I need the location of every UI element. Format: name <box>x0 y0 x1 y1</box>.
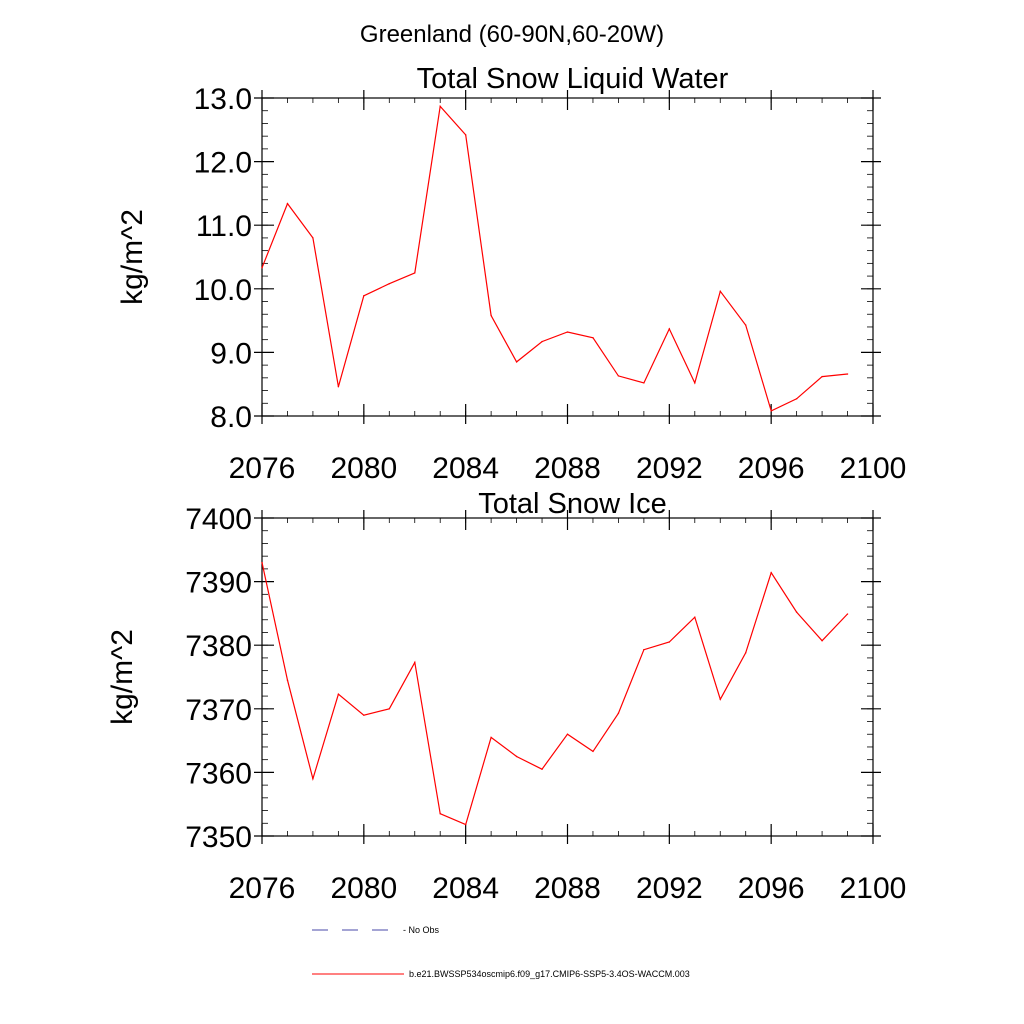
y-tick-label: 9.0 <box>210 337 252 370</box>
data-point <box>541 340 543 343</box>
x-tick-label: 2088 <box>534 452 601 485</box>
data-point <box>464 134 467 136</box>
data-point <box>795 611 798 613</box>
x-tick-label: 2080 <box>330 452 397 485</box>
y-tick-label: 11.0 <box>196 210 252 243</box>
data-point <box>745 652 747 654</box>
series-line-1 <box>261 562 848 826</box>
panel-title: Total Snow Liquid Water <box>417 63 729 95</box>
y-axis-label: kg/m^2 <box>106 629 139 725</box>
y-tick-label: 8.0 <box>210 401 252 434</box>
data-point <box>490 314 492 317</box>
data-point <box>770 410 772 412</box>
y-tick-label: 7400 <box>185 503 252 536</box>
data-point <box>414 661 416 664</box>
data-point <box>592 337 594 339</box>
panel-title: Total Snow Ice <box>478 488 667 520</box>
data-point <box>617 375 620 377</box>
x-tick-label: 2096 <box>738 872 805 905</box>
y-tick-label: 12.0 <box>194 147 252 180</box>
x-tick-label: 2076 <box>229 452 296 485</box>
x-tick-label: 2080 <box>330 872 397 905</box>
data-point <box>846 613 849 615</box>
x-tick-label: 2088 <box>534 872 601 905</box>
data-point <box>388 283 390 285</box>
data-point <box>821 640 823 642</box>
legend-item-1: - No Obs <box>312 925 440 935</box>
y-axis-label: kg/m^2 <box>116 209 149 305</box>
y-tick-label: 7380 <box>185 630 252 663</box>
data-point <box>312 778 314 780</box>
data-point <box>439 813 441 815</box>
x-tick-label: 2100 <box>840 872 907 905</box>
data-point <box>821 375 823 378</box>
legend-label: - No Obs <box>403 925 440 935</box>
data-point <box>795 398 798 400</box>
data-point <box>286 202 289 205</box>
x-tick-label: 2092 <box>636 452 703 485</box>
data-point <box>668 328 671 330</box>
data-point <box>515 361 518 363</box>
data-point <box>770 571 772 574</box>
legend-label: b.e21.BWSSP534oscmip6.f09_g17.CMIP6-SSP5… <box>409 969 690 979</box>
y-tick-label: 13.0 <box>194 83 252 116</box>
x-tick-label: 2100 <box>840 452 907 485</box>
legend-item-2: b.e21.BWSSP534oscmip6.f09_g17.CMIP6-SSP5… <box>312 969 690 979</box>
x-tick-label: 2092 <box>636 872 703 905</box>
data-point <box>261 267 263 269</box>
data-point <box>694 616 696 618</box>
data-point <box>592 750 594 753</box>
data-point <box>617 712 620 714</box>
data-point <box>490 736 492 739</box>
data-point <box>337 693 340 695</box>
data-point <box>745 324 747 326</box>
data-point <box>261 561 263 564</box>
legend: - No Obs b.e21.BWSSP534oscmip6.f09_g17.CM… <box>312 925 690 979</box>
main-title: Greenland (60-90N,60-20W) <box>360 21 664 48</box>
data-point <box>439 105 441 107</box>
data-point <box>719 290 721 293</box>
y-tick-label: 10.0 <box>194 274 252 307</box>
x-tick-label: 2084 <box>432 872 499 905</box>
panel-2: Total Snow Ice kg/m^2 7350 7360 7370 7380 7390… <box>106 488 906 905</box>
data-point <box>566 331 569 333</box>
plot-frame <box>261 97 874 417</box>
y-tick-label: 7360 <box>185 757 252 790</box>
x-tick-label: 2076 <box>229 872 296 905</box>
data-point <box>668 641 671 643</box>
series-line-1 <box>261 104 848 412</box>
data-point <box>846 373 849 375</box>
data-point <box>719 698 721 700</box>
x-tick-label: 2096 <box>738 452 805 485</box>
data-point <box>312 237 314 239</box>
data-point <box>643 648 645 651</box>
data-point <box>286 679 289 681</box>
data-point <box>464 823 467 826</box>
panel-1: Total Snow Liquid Water kg/m^2 8.0 9.0 10.0 1… <box>116 63 906 485</box>
data-point <box>643 382 645 384</box>
y-tick-label: 7350 <box>185 821 252 854</box>
panels: Total Snow Liquid Water kg/m^2 8.0 9.0 10.0 1… <box>106 63 906 905</box>
data-point <box>337 386 340 388</box>
plot-frame <box>261 517 874 837</box>
y-tick-label: 7370 <box>185 694 252 727</box>
y-tick-label: 7390 <box>185 567 252 600</box>
data-point <box>363 714 365 716</box>
data-point <box>694 382 696 384</box>
data-point <box>515 755 518 758</box>
data-point <box>566 733 569 735</box>
x-tick-label: 2084 <box>432 452 499 485</box>
data-point <box>541 768 543 770</box>
data-point <box>388 708 390 710</box>
data-point <box>414 272 416 274</box>
data-point <box>363 295 365 297</box>
